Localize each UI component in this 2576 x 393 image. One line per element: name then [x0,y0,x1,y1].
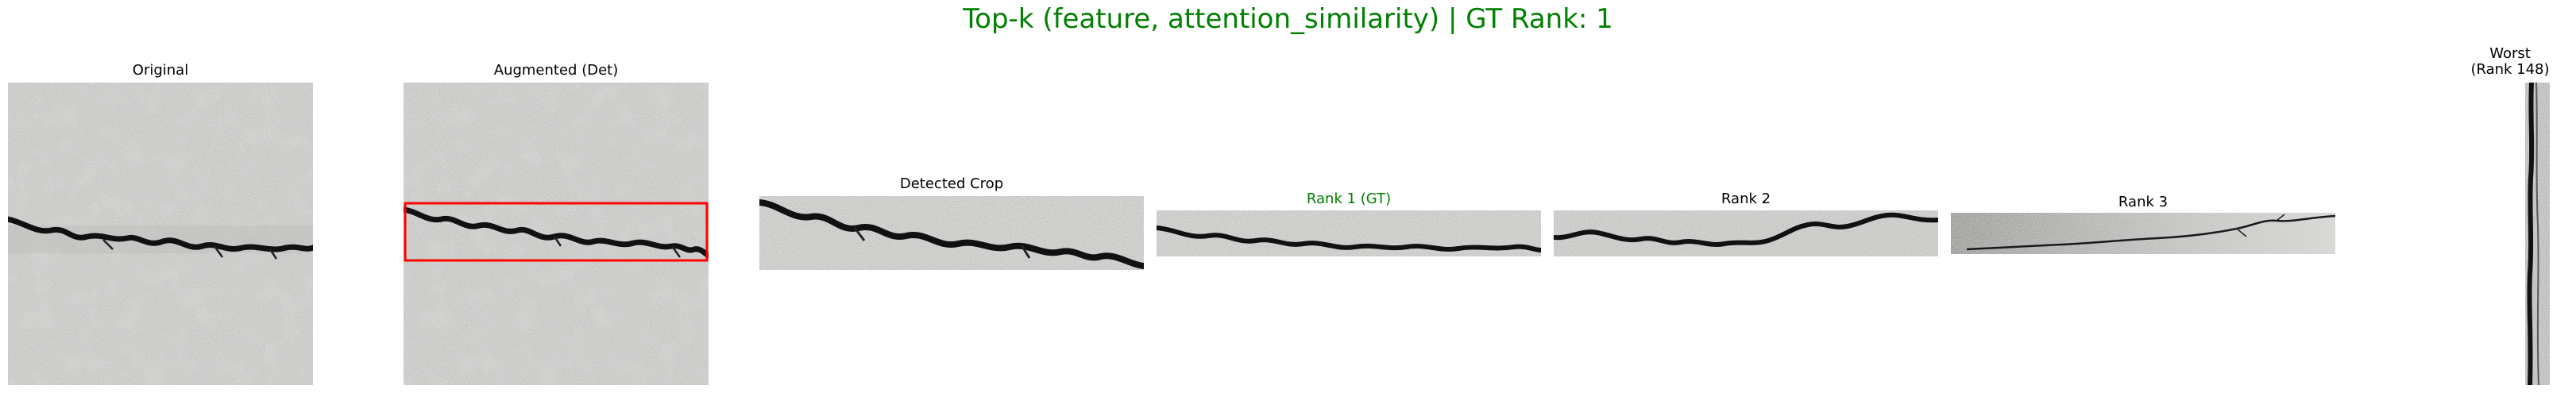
detection-box [404,202,709,262]
panel-title-rank2: Rank 2 [1721,191,1771,207]
panel-title-rank1: Rank 1 (GT) [1306,191,1392,207]
panel-title-augmented: Augmented (Det) [493,62,619,79]
panel-title-rank3: Rank 3 [2118,194,2169,210]
panel-title-detected-crop: Detected Crop [899,175,1004,192]
panel-title-worst: Worst (Rank 148) [2447,46,2574,78]
original-image [8,83,313,385]
rank2-image [1554,210,1938,256]
worst-image [2525,83,2550,385]
panel-title-worst-line2: (Rank 148) [2470,61,2550,78]
panel-title-worst-line1: Worst [2489,45,2531,62]
panel-title-original: Original [132,62,189,79]
rank1-image [1157,210,1541,256]
detected-crop-image [759,196,1144,270]
rank3-image [1951,213,2335,254]
augmented-image [404,83,709,385]
figure-suptitle: Top-k (feature, attention_similarity) | … [963,3,1613,35]
